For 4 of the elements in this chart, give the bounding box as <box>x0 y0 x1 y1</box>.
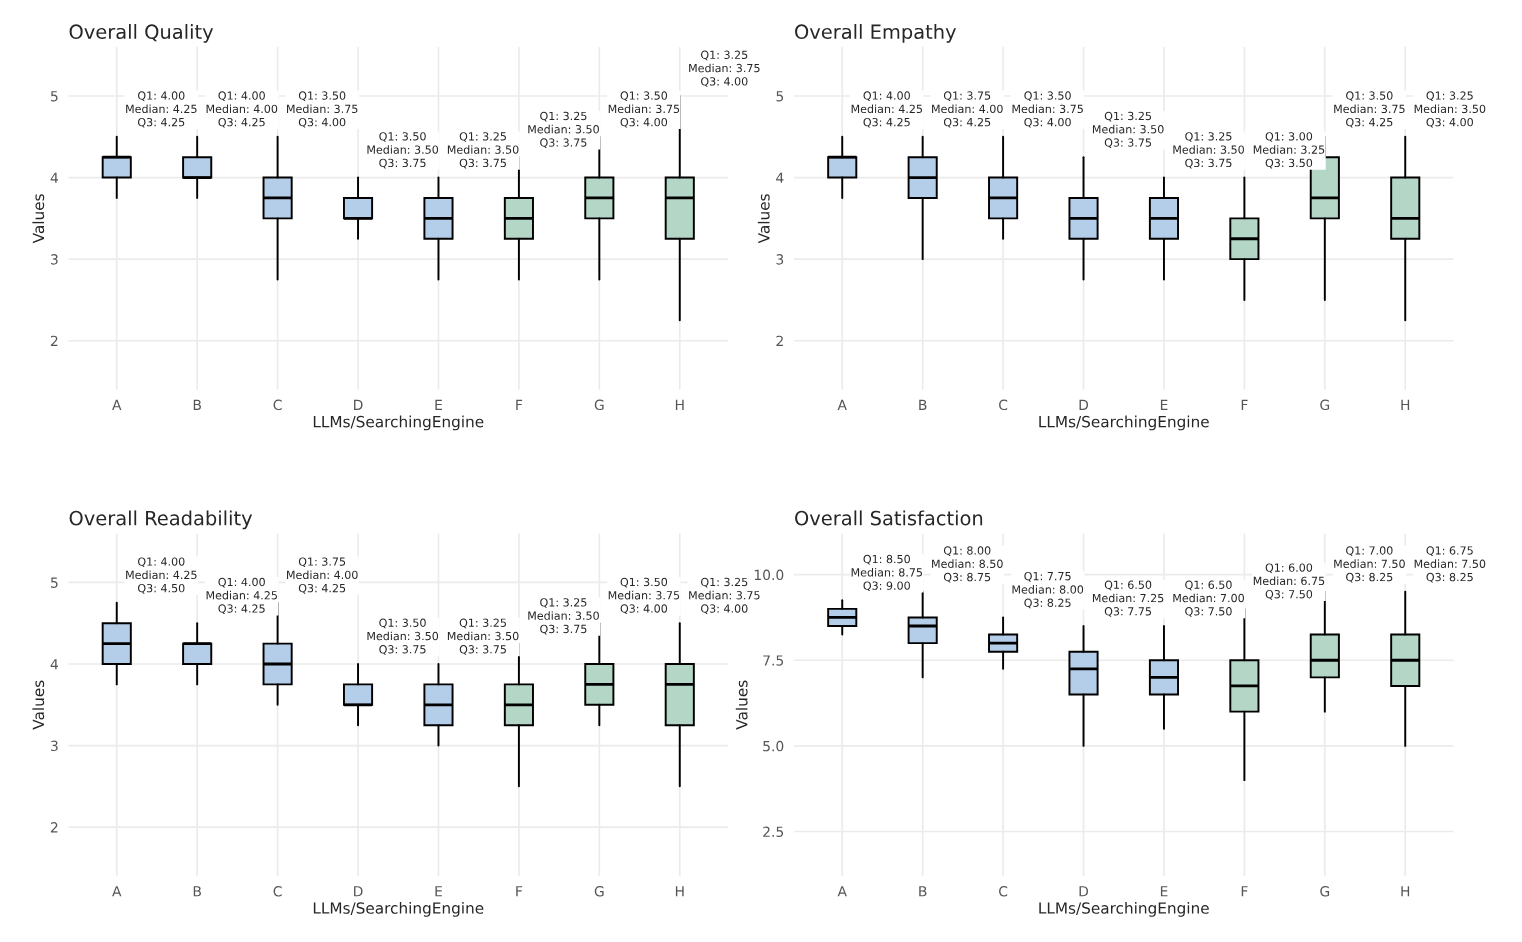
chart-title: Overall Readability <box>69 510 253 530</box>
chart-title: Overall Quality <box>69 23 214 43</box>
chart-title: Overall Satisfaction <box>795 510 983 526</box>
chart-title: Overall Empathy <box>795 23 957 43</box>
